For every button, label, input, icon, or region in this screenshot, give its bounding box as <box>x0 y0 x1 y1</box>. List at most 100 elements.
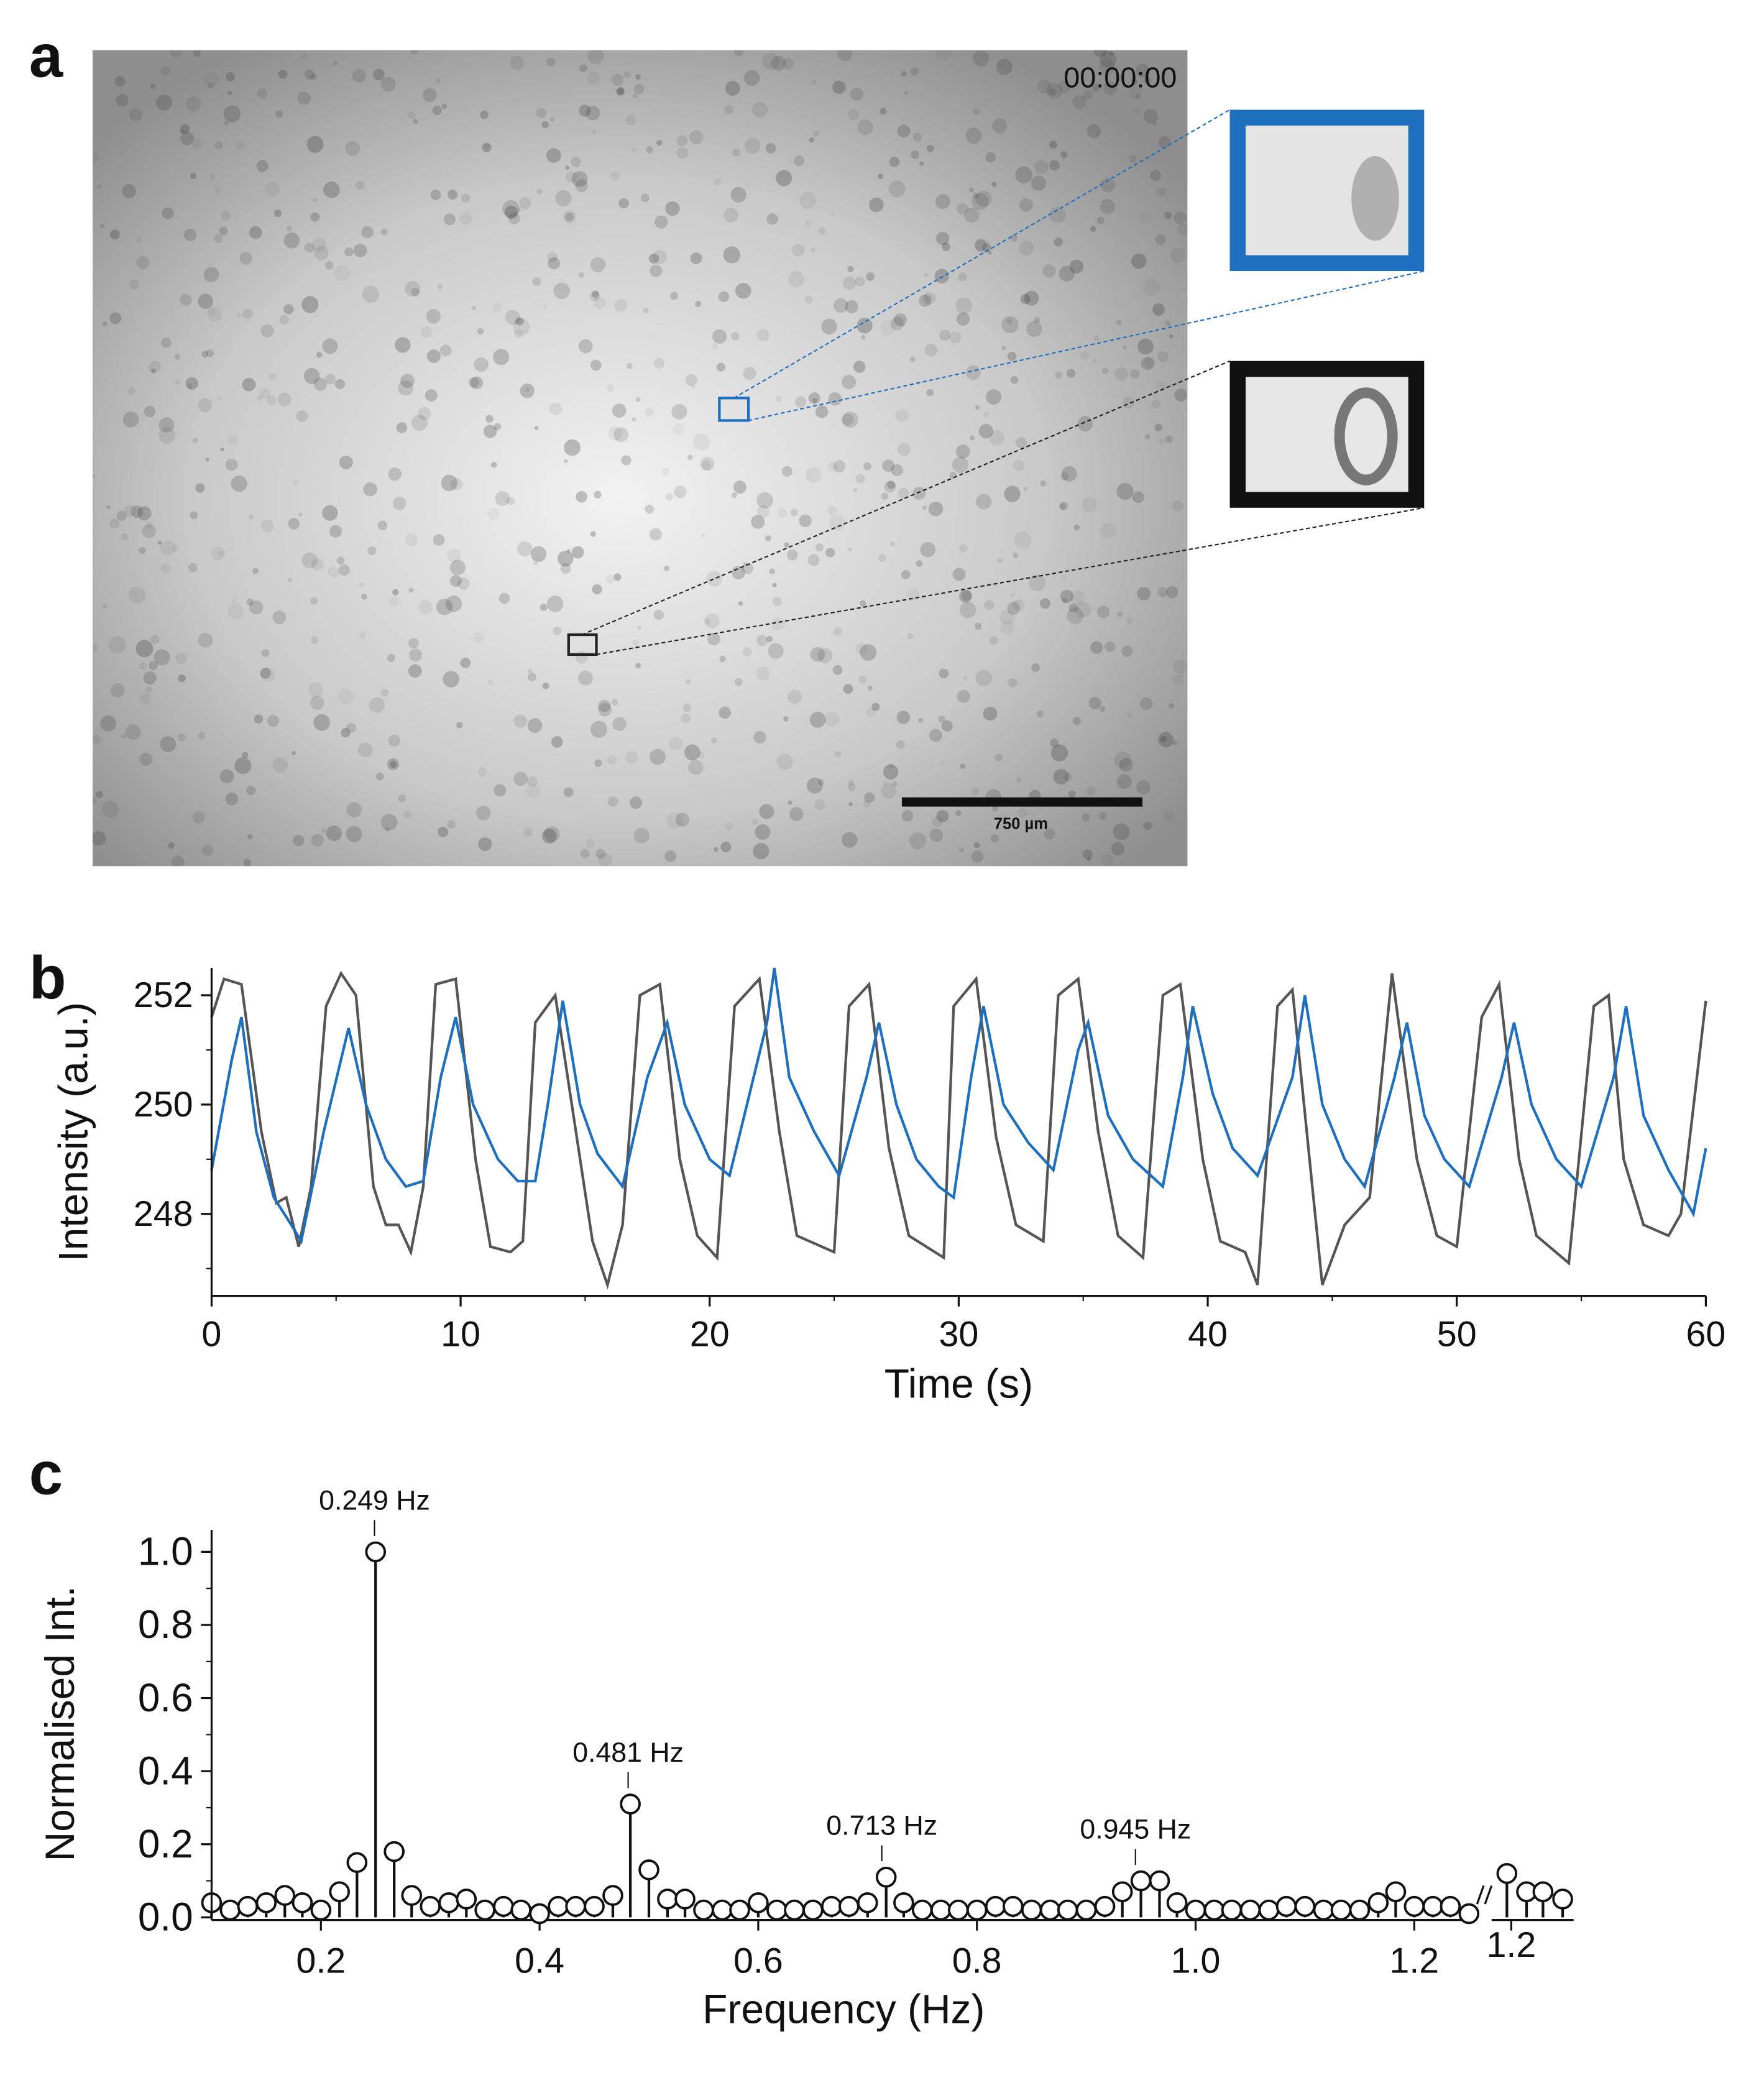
texture-spot <box>676 147 689 159</box>
texture-spot <box>227 435 239 446</box>
texture-spot <box>311 558 324 571</box>
texture-spot <box>408 664 422 678</box>
texture-spot <box>527 718 543 734</box>
texture-spot <box>738 601 743 606</box>
texture-spot <box>743 70 760 86</box>
texture-spot <box>681 713 691 724</box>
texture-spot <box>185 377 198 390</box>
texture-spot <box>142 524 156 538</box>
texture-spot <box>242 377 256 392</box>
texture-spot <box>1040 480 1047 487</box>
texture-spot <box>818 227 826 235</box>
texture-spot <box>334 265 350 281</box>
texture-spot <box>809 137 815 143</box>
texture-spot <box>842 832 858 848</box>
stem-marker <box>893 1892 914 1913</box>
texture-spot <box>563 787 574 798</box>
texture-spot <box>571 546 584 559</box>
texture-spot <box>866 272 875 281</box>
texture-spot <box>742 562 748 567</box>
texture-spot <box>265 182 280 197</box>
texture-spot <box>594 759 602 767</box>
texture-spot <box>395 337 411 353</box>
texture-spot <box>992 805 998 812</box>
texture-spot <box>198 398 213 412</box>
y-tick-label: 248 <box>134 1194 193 1234</box>
texture-spot <box>1010 234 1018 242</box>
texture-spot <box>1100 178 1115 193</box>
texture-spot <box>109 312 122 324</box>
texture-spot <box>986 389 1001 405</box>
texture-spot <box>725 81 740 96</box>
texture-spot <box>234 757 252 775</box>
texture-spot <box>219 226 228 236</box>
texture-spot <box>1006 318 1013 324</box>
texture-spot <box>426 349 441 363</box>
texture-spot <box>122 184 136 198</box>
texture-spot <box>929 828 944 842</box>
stem-marker <box>1275 1895 1297 1917</box>
texture-spot <box>249 600 264 615</box>
stem-marker <box>493 1895 514 1917</box>
texture-spot <box>122 411 139 428</box>
texture-spot <box>546 57 556 67</box>
texture-spot <box>688 760 704 775</box>
texture-spot <box>127 387 136 395</box>
texture-spot <box>480 110 489 119</box>
texture-spot <box>361 226 374 239</box>
texture-spot <box>753 730 766 744</box>
texture-spot <box>938 716 945 723</box>
texture-spot <box>924 343 938 357</box>
texture-spot <box>932 816 943 827</box>
texture-spot <box>494 423 502 431</box>
stem-marker <box>456 1889 477 1910</box>
texture-spot <box>526 776 538 787</box>
texture-spot <box>725 822 733 831</box>
texture-spot <box>590 359 602 371</box>
texture-spot <box>441 474 458 492</box>
texture-spot <box>323 181 340 198</box>
texture-spot <box>546 148 561 163</box>
texture-spot <box>880 108 887 115</box>
texture-spot <box>449 559 466 576</box>
texture-spot <box>972 193 989 211</box>
texture-spot <box>542 683 549 689</box>
texture-spot <box>788 800 792 805</box>
texture-spot <box>459 212 472 225</box>
texture-spot <box>575 651 588 664</box>
texture-spot <box>301 552 318 569</box>
texture-spot <box>1026 321 1042 338</box>
texture-spot <box>310 636 319 644</box>
texture-spot <box>518 208 522 212</box>
texture-spot <box>1129 155 1137 163</box>
texture-spot <box>460 658 471 668</box>
stem-marker <box>565 1895 586 1917</box>
texture-spot <box>1060 589 1073 603</box>
stem-marker <box>310 1899 332 1921</box>
texture-spot <box>170 50 182 58</box>
texture-spot <box>380 76 396 92</box>
texture-spot <box>310 212 320 222</box>
texture-spot <box>958 589 972 603</box>
texture-spot <box>154 649 170 666</box>
texture-spot <box>1135 63 1150 78</box>
texture-spot <box>701 533 705 538</box>
texture-spot <box>830 212 835 216</box>
texture-spot <box>352 69 366 83</box>
texture-spot <box>278 70 288 79</box>
texture-spot <box>532 277 541 287</box>
texture-spot <box>941 720 953 732</box>
texture-spot <box>871 702 880 711</box>
texture-spot <box>685 678 691 684</box>
texture-spot <box>338 688 354 704</box>
texture-spot <box>221 211 231 221</box>
texture-spot <box>1029 574 1046 592</box>
zoom-line <box>748 270 1425 421</box>
texture-spot <box>1139 211 1151 223</box>
annotation: 0.945 Hz <box>1080 1814 1191 1844</box>
texture-spot <box>999 610 1015 625</box>
texture-spot <box>1037 79 1052 94</box>
texture-spot <box>1098 812 1107 821</box>
texture-spot <box>616 87 625 96</box>
